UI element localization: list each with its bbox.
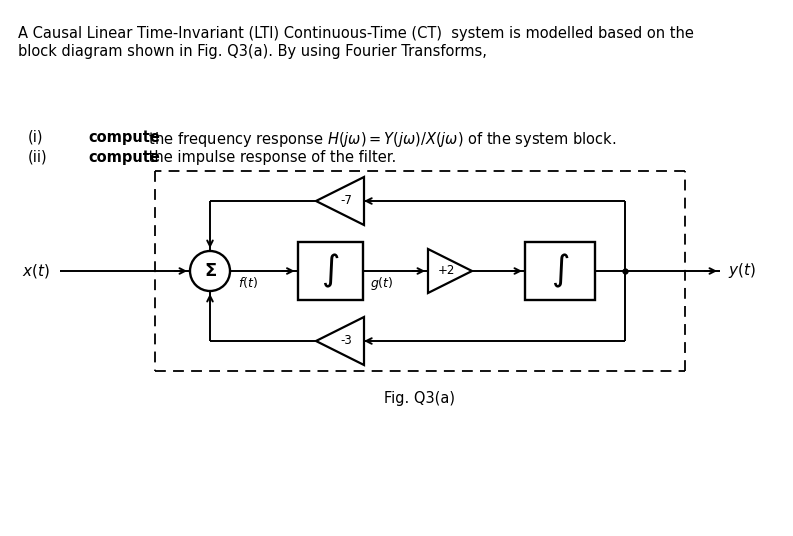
Bar [525,242,595,300]
Text: -3: -3 [340,334,352,347]
Text: +2: +2 [437,264,454,278]
Text: the frequency response $H(j\omega) = Y(j\omega)/X(j\omega)$ of the system block.: the frequency response $H(j\omega) = Y(j… [144,130,616,149]
Text: compute: compute [88,130,160,145]
Text: block diagram shown in Fig. Q3(a). By using Fourier Transforms,: block diagram shown in Fig. Q3(a). By us… [18,44,487,59]
Text: $\mathbf{\Sigma}$: $\mathbf{\Sigma}$ [204,262,216,280]
Text: $\int$: $\int$ [321,252,339,290]
Text: $g(t)$: $g(t)$ [370,275,394,292]
Text: $y(t)$: $y(t)$ [728,262,756,280]
Text: A Causal Linear Time-Invariant (LTI) Continuous-Time (CT)  system is modelled ba: A Causal Linear Time-Invariant (LTI) Con… [18,26,694,41]
Bar [297,242,362,300]
Text: Fig. Q3(a): Fig. Q3(a) [385,391,455,406]
Text: $\int$: $\int$ [551,252,569,290]
Text: (i): (i) [28,130,44,145]
Text: $f(t)$: $f(t)$ [238,275,258,290]
Text: -7: -7 [340,195,352,207]
Text: compute: compute [88,150,160,165]
Text: (ii): (ii) [28,150,48,165]
Text: $x(t)$: $x(t)$ [22,262,50,280]
Text: the impulse response of the filter.: the impulse response of the filter. [144,150,396,165]
